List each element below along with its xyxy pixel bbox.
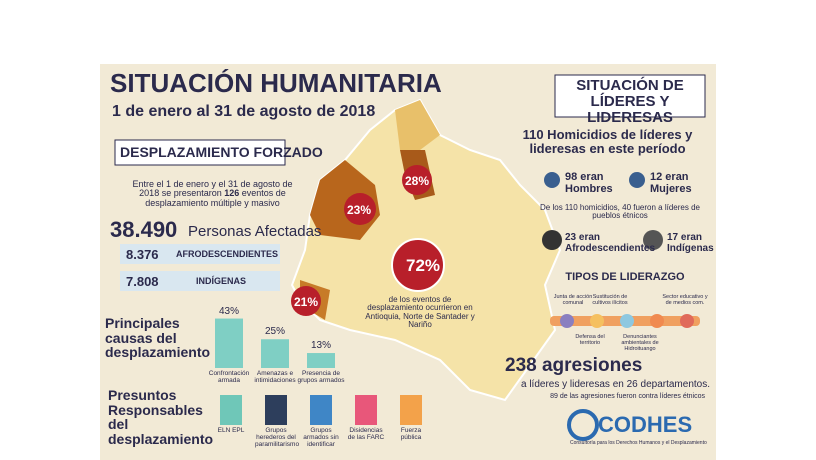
group-label: AFRODESCENDIENTES xyxy=(176,249,279,259)
bar xyxy=(307,353,335,368)
group-box xyxy=(120,271,280,291)
type-label: Defensa del territorio xyxy=(575,334,605,346)
afro: 23 eran Afrodescendientes xyxy=(565,232,656,254)
bar-label: Presencia de grupos armados xyxy=(297,370,345,384)
icon xyxy=(542,230,562,250)
responsible-label: ELN EPL xyxy=(217,427,245,434)
causes-title: Principales causas del desplazamiento xyxy=(105,315,211,361)
responsible-bar xyxy=(310,395,332,425)
icon xyxy=(643,230,663,250)
responsible-label: Grupos herederos del paramilitarismo xyxy=(255,427,300,448)
map-marker xyxy=(391,238,445,292)
group-label: INDÍGENAS xyxy=(196,276,247,286)
logo-mark xyxy=(567,409,599,441)
dot xyxy=(680,314,694,328)
bar-value: 25% xyxy=(264,326,285,338)
aggressions-line: a líderes y lideresas en 26 departamento… xyxy=(521,379,710,390)
type-label: Junta de acción comunal xyxy=(553,294,593,306)
bar-label: Confrontación armada xyxy=(208,370,250,384)
map-note: de los eventos de desplazamiento ocurrie… xyxy=(365,295,475,330)
map-region xyxy=(395,100,440,150)
logo-tagline: Consultoría para los Derechos Humanos y … xyxy=(570,440,707,446)
bar xyxy=(215,318,243,368)
type-label: Sector educativo y de medios com. xyxy=(662,294,708,306)
people: 38.490 xyxy=(110,217,178,242)
heading-box xyxy=(114,139,286,166)
icon xyxy=(544,172,560,188)
logo: CODHES xyxy=(598,412,693,437)
bar xyxy=(261,339,289,368)
group-value: 7.808 xyxy=(126,274,159,289)
bar-value: 13% xyxy=(310,340,331,352)
women: 12 eran Mujeres xyxy=(650,171,692,195)
ethnic: De los 110 homicidios, 40 fueron a líder… xyxy=(540,203,700,221)
map-label: 28% xyxy=(405,174,430,188)
map-marker xyxy=(344,193,376,225)
homicides: 110 Homicidios de líderes y lideresas en… xyxy=(522,127,693,156)
intro-text: eventos de desplazamiento múltiple y mas… xyxy=(145,188,286,208)
type-label: Sustitución de cultivos ilícitos xyxy=(592,294,628,306)
intro: Entre el 1 de enero y el 31 de agosto de… xyxy=(125,179,300,208)
dot xyxy=(620,314,634,328)
title: SITUACIÓN HUMANITARIA xyxy=(110,68,442,98)
map-marker xyxy=(291,286,321,316)
indigenous: 17 eran Indígenas xyxy=(667,232,714,254)
responsible-title: Presuntos Responsables del desplazamient… xyxy=(108,387,214,448)
bar-label: Amenazas e intimidaciones xyxy=(254,370,296,384)
intro-text: Entre el 1 de enero y el 31 de agosto de… xyxy=(132,179,293,199)
subtitle: 1 de enero al 31 de agosto de 2018 xyxy=(112,103,376,120)
responsible-label: Fuerza pública xyxy=(400,427,422,441)
responsible-label: Disidencias de las FARC xyxy=(347,427,385,441)
men: 98 eran Hombres xyxy=(565,171,613,195)
responsible-bar xyxy=(265,395,287,425)
group-box xyxy=(120,244,280,264)
people-label: Personas Afectadas xyxy=(188,223,322,240)
map-label: 23% xyxy=(347,203,372,217)
heading-box xyxy=(554,74,706,118)
dot xyxy=(590,314,604,328)
types-title: TIPOS DE LIDERAZGO xyxy=(565,271,685,283)
intro-number: 126 xyxy=(224,188,240,199)
type-label: Denunciantes ambientales de Hidroituango xyxy=(621,334,659,352)
group-value: 8.376 xyxy=(126,247,159,262)
bar-value: 43% xyxy=(218,305,239,317)
aggressions: 238 agresiones xyxy=(505,355,643,376)
map-label: 21% xyxy=(294,295,319,309)
responsible-label: Grupos armados sin identificar xyxy=(303,427,339,448)
icon xyxy=(629,172,645,188)
map-marker xyxy=(402,165,432,195)
map-label: 72% xyxy=(406,256,441,275)
dot xyxy=(560,314,574,328)
heading: DESPLAZAMIENTO FORZADO xyxy=(120,144,323,160)
responsible-bar xyxy=(220,395,242,425)
responsible-bar xyxy=(400,395,422,425)
heading: SITUACIÓN DE LÍDERES Y LIDERESAS xyxy=(576,77,684,126)
dot xyxy=(650,314,664,328)
responsible-bar xyxy=(355,395,377,425)
ethnic-aggressions: 89 de las agresiones fueron contra líder… xyxy=(550,393,705,400)
